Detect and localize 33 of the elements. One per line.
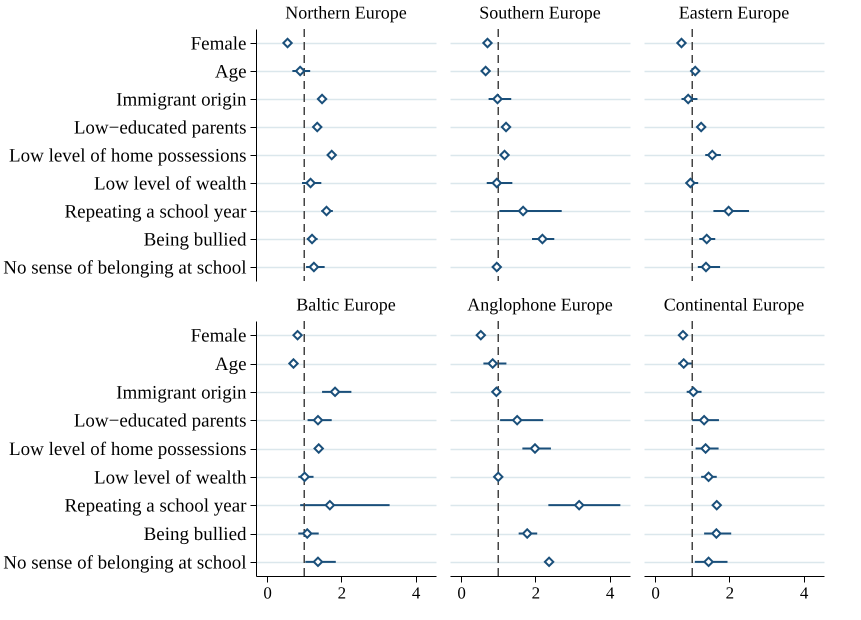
y-tick-label: Age — [214, 62, 246, 82]
x-tick-label: 2 — [338, 584, 346, 602]
x-tick-label: 2 — [726, 584, 734, 602]
y-tick-label: No sense of belonging at school — [3, 258, 246, 278]
y-tick-label: Repeating a school year — [64, 202, 248, 222]
y-tick-label: Repeating a school year — [64, 496, 248, 517]
y-tick-label: Low level of wealth — [94, 467, 247, 488]
x-tick-label: 0 — [263, 584, 272, 602]
y-tick-label: Being bullied — [144, 524, 247, 545]
x-tick-label: 0 — [651, 584, 660, 602]
chart-title: Southern Europe — [479, 2, 601, 22]
y-tick-label: Immigrant origin — [116, 90, 247, 110]
chart-title: Baltic Europe — [296, 294, 396, 314]
y-tick-label: Female — [190, 326, 246, 347]
y-tick-label: Age — [214, 354, 246, 375]
chart-title: Continental Europe — [664, 294, 804, 314]
y-tick-label: No sense of belonging at school — [3, 552, 246, 574]
chart-title: Eastern Europe — [678, 2, 790, 22]
x-tick-label: 0 — [457, 584, 466, 602]
y-tick-label: Low−educated parents — [74, 118, 246, 138]
y-tick-label: Low level of home possessions — [9, 439, 246, 460]
y-tick-label: Immigrant origin — [116, 382, 247, 404]
y-tick-label: Low level of home possessions — [9, 146, 246, 166]
chart-title: Northern Europe — [285, 2, 407, 22]
x-tick-label: 4 — [412, 584, 421, 602]
x-tick-label: 2 — [532, 584, 540, 602]
y-tick-label: Female — [190, 34, 246, 54]
x-tick-label: 4 — [606, 584, 615, 602]
y-tick-label: Low−educated parents — [74, 410, 246, 432]
chart-title: Anglophone Europe — [467, 294, 613, 314]
y-tick-label: Low level of wealth — [94, 174, 247, 194]
x-tick-label: 4 — [800, 584, 809, 602]
y-tick-label: Being bullied — [144, 230, 247, 250]
